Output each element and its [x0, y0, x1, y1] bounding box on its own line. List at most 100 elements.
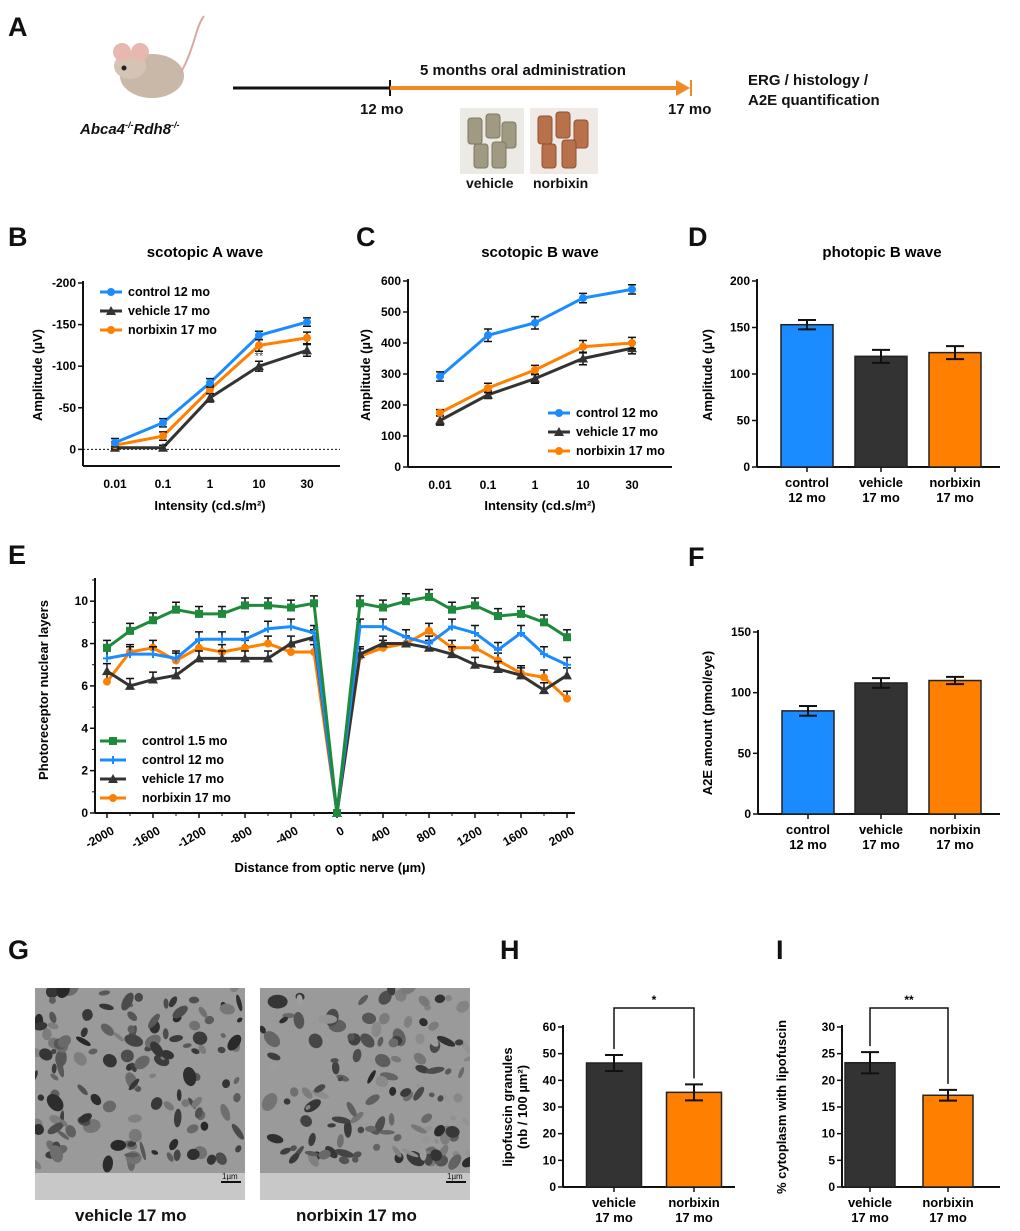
- bar: [844, 1061, 896, 1188]
- x-tick-label-2: 17 mo: [936, 837, 974, 852]
- granule: [352, 1094, 358, 1107]
- x-tick-label: 0.01: [428, 478, 452, 492]
- bar: [922, 1094, 974, 1188]
- granule: [76, 1036, 91, 1047]
- granule: [283, 1098, 291, 1105]
- granule: [176, 1089, 182, 1102]
- granule: [434, 1138, 439, 1144]
- micrograph-norbixin-texture: [260, 988, 470, 1200]
- y-tick-label: 15: [822, 1100, 836, 1114]
- scale-bar-label-right: 1µm: [447, 1172, 463, 1181]
- y-tick-label: 600: [381, 274, 401, 288]
- granule: [139, 1141, 147, 1161]
- granule: [371, 1021, 382, 1038]
- data-point: [379, 603, 387, 612]
- data-point: [436, 408, 444, 417]
- x-tick-label: 1600: [500, 823, 530, 849]
- granule: [236, 1017, 243, 1023]
- x-tick-label: -1200: [175, 823, 209, 851]
- granule: [124, 1152, 139, 1158]
- granule: [46, 1094, 64, 1112]
- granule: [186, 1124, 199, 1134]
- granule: [458, 1074, 470, 1087]
- series-norbixin-17-mo: [103, 622, 571, 817]
- bar: [854, 355, 908, 468]
- granule: [443, 1095, 451, 1104]
- x-tick-label: vehicle: [859, 822, 903, 837]
- x-tick-label: 30: [300, 477, 314, 491]
- error-bar: [799, 705, 817, 717]
- granule: [267, 1052, 281, 1061]
- granule: [80, 1027, 88, 1038]
- granule: [375, 1054, 391, 1068]
- granule: [128, 1128, 142, 1143]
- chart-0: -200 -150 -100 -50 0 scotopic A wave Amplitude…: [30, 244, 340, 513]
- granule: [261, 1092, 278, 1111]
- granule: [169, 1138, 179, 1151]
- y-tick-label: 20: [543, 1127, 557, 1141]
- granule: [267, 994, 288, 1009]
- granule: [230, 988, 239, 993]
- data-point: [517, 609, 525, 618]
- data-point: [531, 365, 539, 374]
- y-tick-label: -100: [52, 359, 76, 373]
- granule: [99, 1003, 114, 1011]
- gene2: Rdh8: [133, 121, 172, 138]
- granule: [372, 1143, 381, 1151]
- chart-3: 0 2 4 6 8 10 Photoreceptor nuclear layers Dista…: [36, 578, 577, 875]
- x-tick-label-2: 17 mo: [595, 1210, 633, 1225]
- granule: [293, 1012, 305, 1029]
- granule: [445, 994, 453, 1002]
- data-point: [484, 383, 492, 392]
- data-point: [471, 601, 479, 610]
- granule: [57, 1035, 71, 1048]
- data-point: [218, 609, 226, 618]
- x-axis-label: Distance from optic nerve (µm): [235, 860, 426, 875]
- data-point: [447, 649, 457, 659]
- bar: [585, 1062, 643, 1188]
- granule: [51, 1063, 57, 1074]
- data-point: [531, 318, 539, 327]
- x-tick-label-2: 17 mo: [862, 837, 900, 852]
- panel-label-f: F: [688, 542, 705, 572]
- granule: [127, 1025, 136, 1034]
- series-control-1-5-mo: [103, 588, 571, 817]
- bar: [928, 351, 982, 468]
- data-point: [287, 622, 295, 631]
- granule: [388, 1038, 399, 1048]
- data-point: [540, 673, 548, 682]
- granule: [235, 1145, 242, 1153]
- error-bar: [685, 1083, 703, 1102]
- micrograph-vehicle-texture: [35, 988, 245, 1200]
- data-point: [425, 626, 433, 635]
- legend-label: control 12 mo: [128, 285, 210, 299]
- data-point: [402, 597, 410, 606]
- data-point: [264, 639, 272, 648]
- legend-marker: [555, 409, 563, 417]
- x-tick-label: -1600: [129, 823, 163, 851]
- x-tick-label: 1200: [454, 823, 484, 849]
- granule: [191, 1096, 202, 1108]
- x-tick-label: 0.01: [103, 477, 127, 491]
- data-point: [263, 653, 273, 663]
- x-tick-label: 2000: [546, 823, 576, 849]
- granule: [227, 1034, 242, 1051]
- granule: [352, 1048, 362, 1063]
- x-tick-label-2: 17 mo: [929, 1210, 967, 1225]
- granule: [415, 1064, 429, 1074]
- x-tick-label-2: 17 mo: [862, 490, 900, 505]
- y-tick-label: -200: [52, 276, 76, 290]
- granule: [35, 1124, 44, 1135]
- granule: [453, 1093, 463, 1103]
- granule: [327, 1123, 336, 1128]
- x-tick-label: 10: [252, 477, 266, 491]
- x-tick-label: 800: [414, 823, 439, 845]
- x-tick-label: norbixin: [668, 1195, 719, 1210]
- chart-title: scotopic A wave: [147, 244, 263, 261]
- granule: [206, 1154, 217, 1165]
- y-tick-label: 300: [381, 367, 401, 381]
- y-tick-label: 400: [381, 336, 401, 350]
- chart-title: photopic B wave: [822, 244, 941, 261]
- mouse-illustration: [113, 15, 205, 98]
- legend-label: norbixin 17 mo: [576, 444, 665, 458]
